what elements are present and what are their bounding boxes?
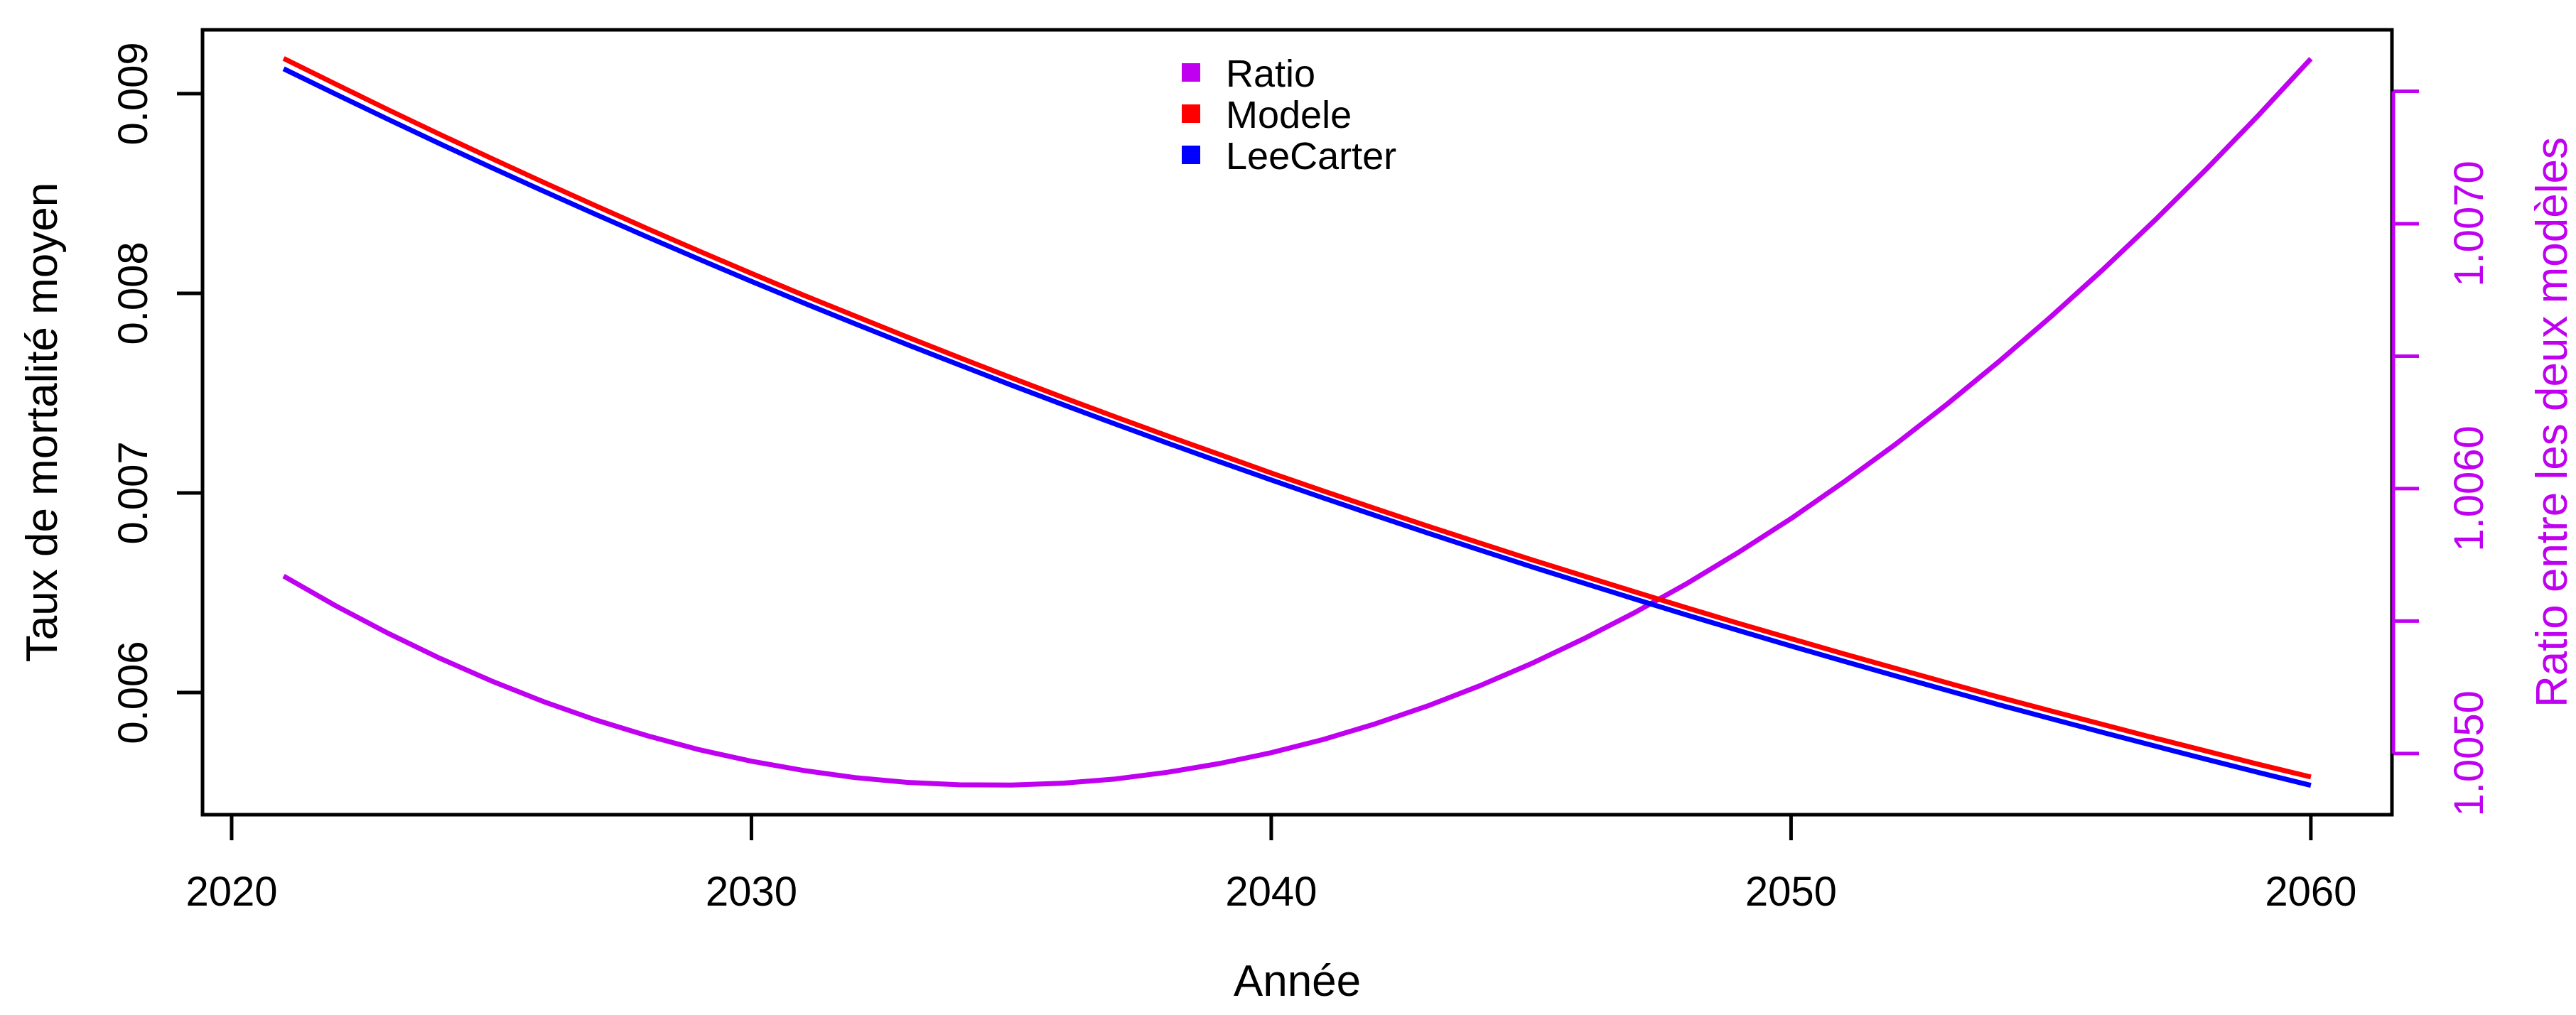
y-right-tick-label: 1.0050 (2446, 690, 2492, 816)
y-left-tick-label: 0.007 (110, 441, 156, 544)
y-left-tick-label: 0.008 (110, 241, 156, 344)
legend-label-modele: Modele (1226, 94, 1352, 136)
y-left-axis: 0.006 0.007 0.008 0.009 Taux de mortalité mo… (18, 42, 203, 744)
y-right-axis: 1.0050 1.0060 1.0070 Ratio entre les deux m… (2391, 89, 2576, 817)
x-tick-label: 2020 (185, 869, 277, 915)
series-line-modele (282, 56, 2312, 780)
x-tick-label: 2060 (2265, 869, 2356, 915)
series-lines (282, 56, 2313, 788)
y-left-tick-label: 0.006 (110, 641, 156, 744)
legend-label-ratio: Ratio (1226, 53, 1315, 95)
series-line-leecarter (282, 66, 2312, 788)
y-right-axis-title: Ratio entre les deux modèles (2528, 137, 2576, 707)
legend-swatch-modele (1182, 104, 1200, 123)
legend-swatch-leecarter (1182, 146, 1200, 164)
legend-label-leecarter: LeeCarter (1226, 135, 1396, 178)
x-tick-label: 2050 (1745, 869, 1837, 915)
x-tick-label: 2040 (1225, 869, 1317, 915)
y-left-tick-label: 0.009 (110, 42, 156, 145)
x-axis: 2020 2030 2040 2050 2060 Année (185, 815, 2356, 1006)
x-axis-title: Année (1234, 957, 1361, 1006)
series-line-ratio (282, 57, 2313, 788)
x-tick-label: 2030 (706, 869, 797, 915)
y-right-tick-label: 1.0070 (2446, 161, 2492, 286)
y-right-tick-label: 1.0060 (2446, 425, 2492, 551)
legend-swatch-ratio (1182, 63, 1200, 82)
y-left-axis-title: Taux de mortalité moyen (18, 183, 67, 662)
